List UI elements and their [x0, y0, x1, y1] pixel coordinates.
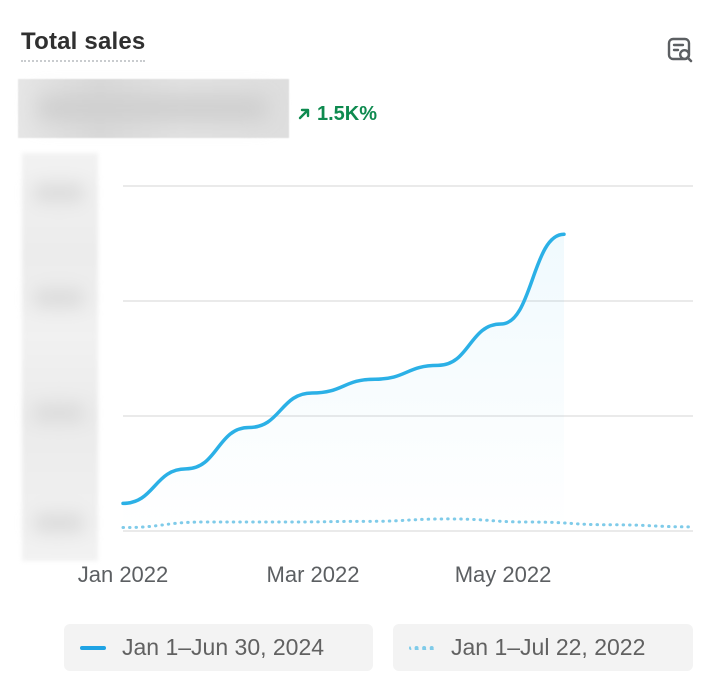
legend-label-primary: Jan 1–Jun 30, 2024: [122, 634, 325, 660]
legend-label-comparison: Jan 1–Jul 22, 2022: [451, 634, 646, 660]
change-indicator: 1.5K%: [297, 102, 377, 126]
insight-button[interactable]: [664, 34, 696, 66]
card-title[interactable]: Total sales: [21, 28, 146, 62]
legend-item-primary[interactable]: Jan 1–Jun 30, 2024: [64, 624, 373, 671]
series-line-comparison: [121, 517, 695, 530]
legend-swatch-solid: [80, 645, 106, 650]
report-search-icon: [667, 37, 693, 63]
primary-series-area: [123, 234, 564, 532]
legend-item-comparison[interactable]: Jan 1–Jul 22, 2022: [393, 624, 693, 671]
sales-line-chart: Jan 2022 Mar 2022 May 2022: [78, 185, 695, 587]
y-axis-labels-redacted: [22, 153, 98, 561]
x-tick-label: Jan 2022: [78, 562, 169, 587]
total-value-redacted: [18, 79, 289, 138]
change-value: 1.5K%: [317, 103, 378, 125]
arrow-up-right-icon: [298, 108, 310, 120]
series-line-primary: [121, 232, 566, 506]
x-tick-label: Mar 2022: [267, 562, 360, 587]
x-tick-label: May 2022: [455, 562, 552, 587]
legend-swatch-dotted: [409, 645, 435, 650]
